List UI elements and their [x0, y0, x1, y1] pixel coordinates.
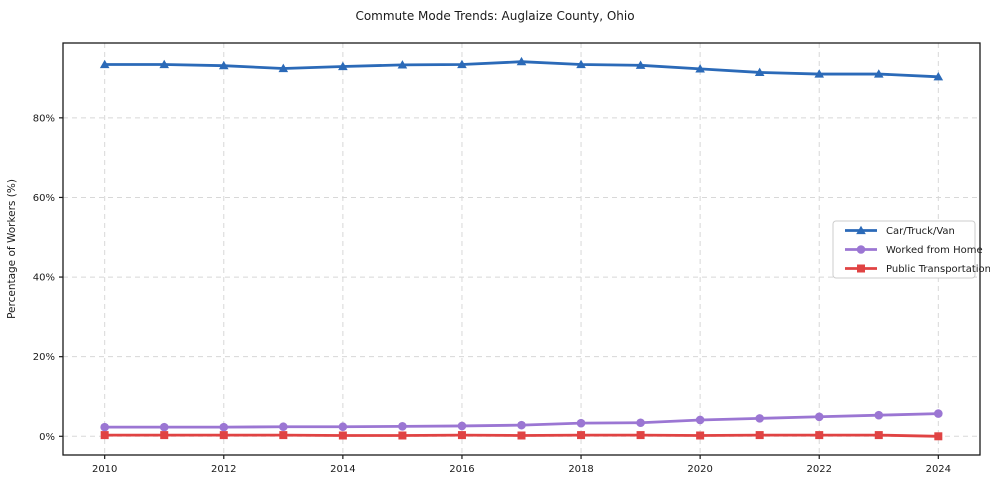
data-point-car-truck-van-2018	[576, 59, 586, 69]
legend-triangle-marker-icon	[856, 225, 866, 235]
data-point-worked-from-home-2021	[755, 414, 764, 423]
legend-box	[832, 220, 976, 279]
data-point-public-transportation-2016	[457, 431, 466, 440]
data-point-worked-from-home-2015	[398, 422, 407, 431]
data-point-car-truck-van-2024	[933, 72, 944, 81]
data-point-public-transportation-2012	[219, 431, 228, 440]
legend-label-car-truck-van: Car/Truck/Van	[886, 226, 955, 237]
data-point-public-transportation-2022	[815, 431, 824, 440]
data-point-public-transportation-2015	[398, 431, 407, 440]
x-tick-label-2018: 2018	[568, 464, 593, 475]
data-point-car-truck-van-2015	[397, 60, 408, 69]
plot-frame	[62, 42, 981, 456]
data-point-car-truck-van-2012	[218, 60, 229, 70]
data-point-public-transportation-2010	[100, 431, 109, 440]
series-public-transportation	[100, 431, 943, 441]
data-point-public-transportation-2019	[636, 431, 645, 440]
data-point-worked-from-home-2012	[219, 422, 229, 432]
data-point-public-transportation-2017	[517, 431, 526, 440]
data-point-public-transportation-2013	[279, 431, 288, 440]
data-point-worked-from-home-2013	[279, 422, 288, 432]
legend-label-public-transportation: Public Transportation	[886, 264, 990, 275]
data-point-public-transportation-2023	[874, 431, 883, 440]
legend-label-worked-from-home: Worked from Home	[886, 245, 983, 256]
y-tick-label-80: 80%	[33, 113, 55, 124]
data-point-worked-from-home-2018	[576, 418, 586, 428]
data-point-worked-from-home-2023	[874, 410, 884, 420]
data-point-public-transportation-2020	[696, 431, 705, 440]
legend-layer: Car/Truck/Van Worked from Home Public Tran…	[832, 220, 990, 279]
chart-title: Commute Mode Trends: Auglaize County, Oh…	[355, 9, 635, 23]
axis-layer: 2010 2012 2014 2016 2018 2020 2022 2024 0% 20% 40%…	[33, 42, 981, 475]
legend-square-marker-icon	[857, 264, 865, 273]
legend-item-car-truck-van: Car/Truck/Van	[845, 225, 955, 237]
data-point-worked-from-home-2022	[814, 412, 824, 422]
x-tick-label-2022: 2022	[807, 464, 832, 475]
data-point-worked-from-home-2020	[695, 415, 705, 425]
legend-item-public-transportation: Public Transportation	[845, 264, 990, 275]
grid-layer	[63, 43, 980, 455]
data-point-car-truck-van-2010	[99, 59, 110, 69]
y-axis-label: Percentage of Workers (%)	[6, 179, 18, 319]
legend-item-worked-from-home: Worked from Home	[845, 245, 983, 256]
data-point-public-transportation-2024	[934, 432, 943, 441]
data-point-worked-from-home-2017	[517, 420, 526, 430]
legend-circle-marker-icon	[856, 245, 866, 254]
y-tick-label-0: 0%	[39, 432, 55, 443]
data-point-car-truck-van-2017	[516, 56, 527, 66]
data-point-car-truck-van-2023	[873, 69, 884, 78]
data-point-car-truck-van-2019	[635, 60, 646, 69]
x-tick-label-2012: 2012	[211, 464, 236, 475]
series-layer	[99, 56, 944, 441]
x-tick-label-2024: 2024	[926, 464, 951, 475]
x-tick-label-2014: 2014	[330, 464, 355, 475]
data-point-public-transportation-2014	[338, 431, 347, 440]
x-tick-label-2016: 2016	[449, 464, 474, 475]
data-point-worked-from-home-2010	[100, 422, 109, 432]
data-point-worked-from-home-2014	[338, 422, 348, 432]
x-tick-label-2010: 2010	[92, 464, 117, 475]
data-point-car-truck-van-2013	[278, 63, 289, 73]
data-point-worked-from-home-2019	[636, 418, 645, 428]
data-point-car-truck-van-2020	[695, 64, 705, 73]
y-tick-label-60: 60%	[33, 193, 55, 204]
data-point-car-truck-van-2014	[338, 61, 348, 71]
y-tick-label-40: 40%	[33, 273, 55, 284]
data-point-car-truck-van-2021	[754, 67, 765, 77]
x-tick-label-2020: 2020	[687, 464, 712, 475]
data-point-public-transportation-2018	[577, 431, 586, 440]
data-point-car-truck-van-2022	[814, 69, 825, 78]
data-point-worked-from-home-2011	[159, 422, 169, 432]
data-point-car-truck-van-2011	[159, 59, 170, 69]
y-tick-label-20: 20%	[33, 352, 55, 363]
data-point-public-transportation-2021	[755, 431, 764, 440]
series-car-truck-van	[99, 56, 944, 81]
data-point-car-truck-van-2016	[457, 59, 467, 69]
data-point-worked-from-home-2024	[934, 409, 943, 418]
series-worked-from-home	[100, 409, 943, 432]
data-point-worked-from-home-2016	[457, 421, 467, 431]
data-point-public-transportation-2011	[160, 431, 169, 440]
